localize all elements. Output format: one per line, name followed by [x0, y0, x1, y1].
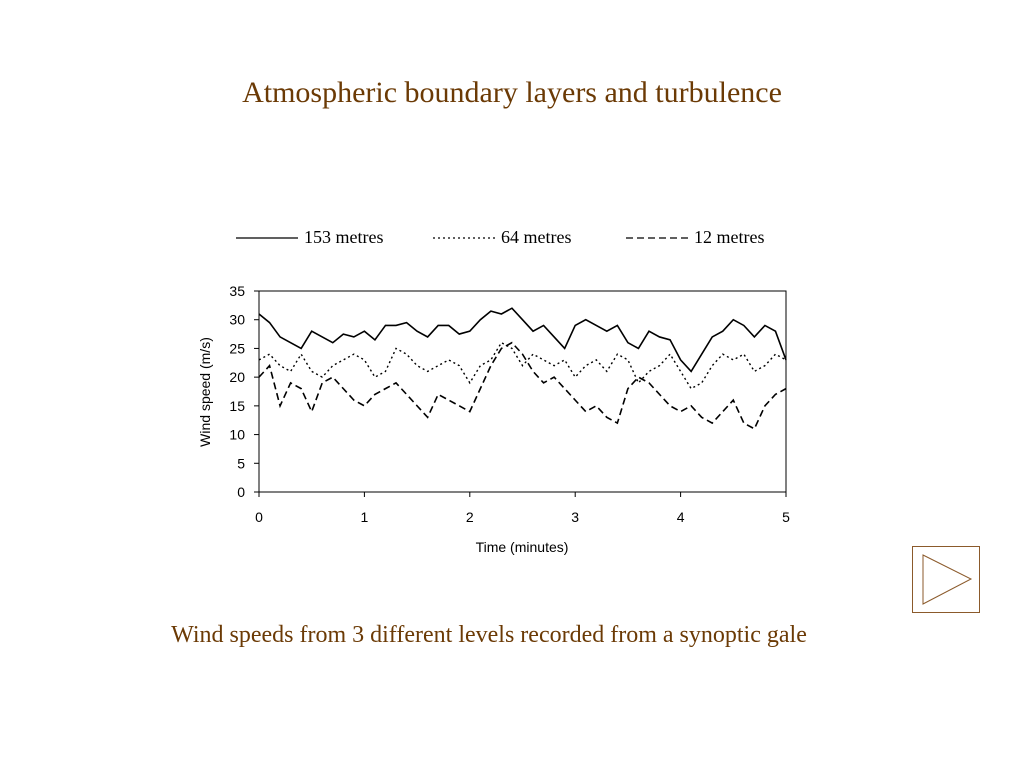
- y-tick-label: 15: [229, 398, 245, 414]
- x-axis-label: Time (minutes): [476, 539, 569, 555]
- slide-caption: Wind speeds from 3 different levels reco…: [171, 622, 807, 648]
- x-tick-label: 3: [571, 509, 579, 525]
- x-tick-label: 4: [677, 509, 685, 525]
- series-line-3: [258, 341, 787, 430]
- slide-title: Atmospheric boundary layers and turbulen…: [242, 76, 782, 109]
- legend-label-2: 64 metres: [501, 227, 571, 247]
- y-tick-label: 10: [229, 427, 245, 443]
- chart-svg: 0 5 10 15 20 25 30 35 0 1 2 3 4 5 Time (minutes) Wind s…: [197, 227, 790, 555]
- wind-speed-chart: 0 5 10 15 20 25 30 35 0 1 2 3 4 5 Time (minutes) Wind s…: [197, 227, 790, 555]
- x-tick-label: 5: [782, 509, 790, 525]
- y-tick-label: 25: [229, 340, 245, 356]
- legend-label-3: 12 metres: [694, 227, 764, 247]
- legend-label-1: 153 metres: [304, 227, 383, 247]
- y-tick-label: 0: [237, 484, 245, 500]
- x-tick-label: 0: [255, 509, 263, 525]
- next-slide-button[interactable]: [912, 546, 980, 613]
- series-line-2: [258, 341, 787, 390]
- y-tick-label: 20: [229, 369, 245, 385]
- y-tick-label: 35: [229, 283, 245, 299]
- y-tick-label: 30: [229, 312, 245, 328]
- y-axis-label: Wind speed (m/s): [197, 337, 213, 447]
- y-tick-label: 5: [237, 455, 245, 471]
- series-line-1: [258, 307, 787, 373]
- x-tick-label: 2: [466, 509, 474, 525]
- x-tick-label: 1: [361, 509, 369, 525]
- play-triangle-icon: [922, 554, 973, 605]
- plot-area: [258, 290, 787, 493]
